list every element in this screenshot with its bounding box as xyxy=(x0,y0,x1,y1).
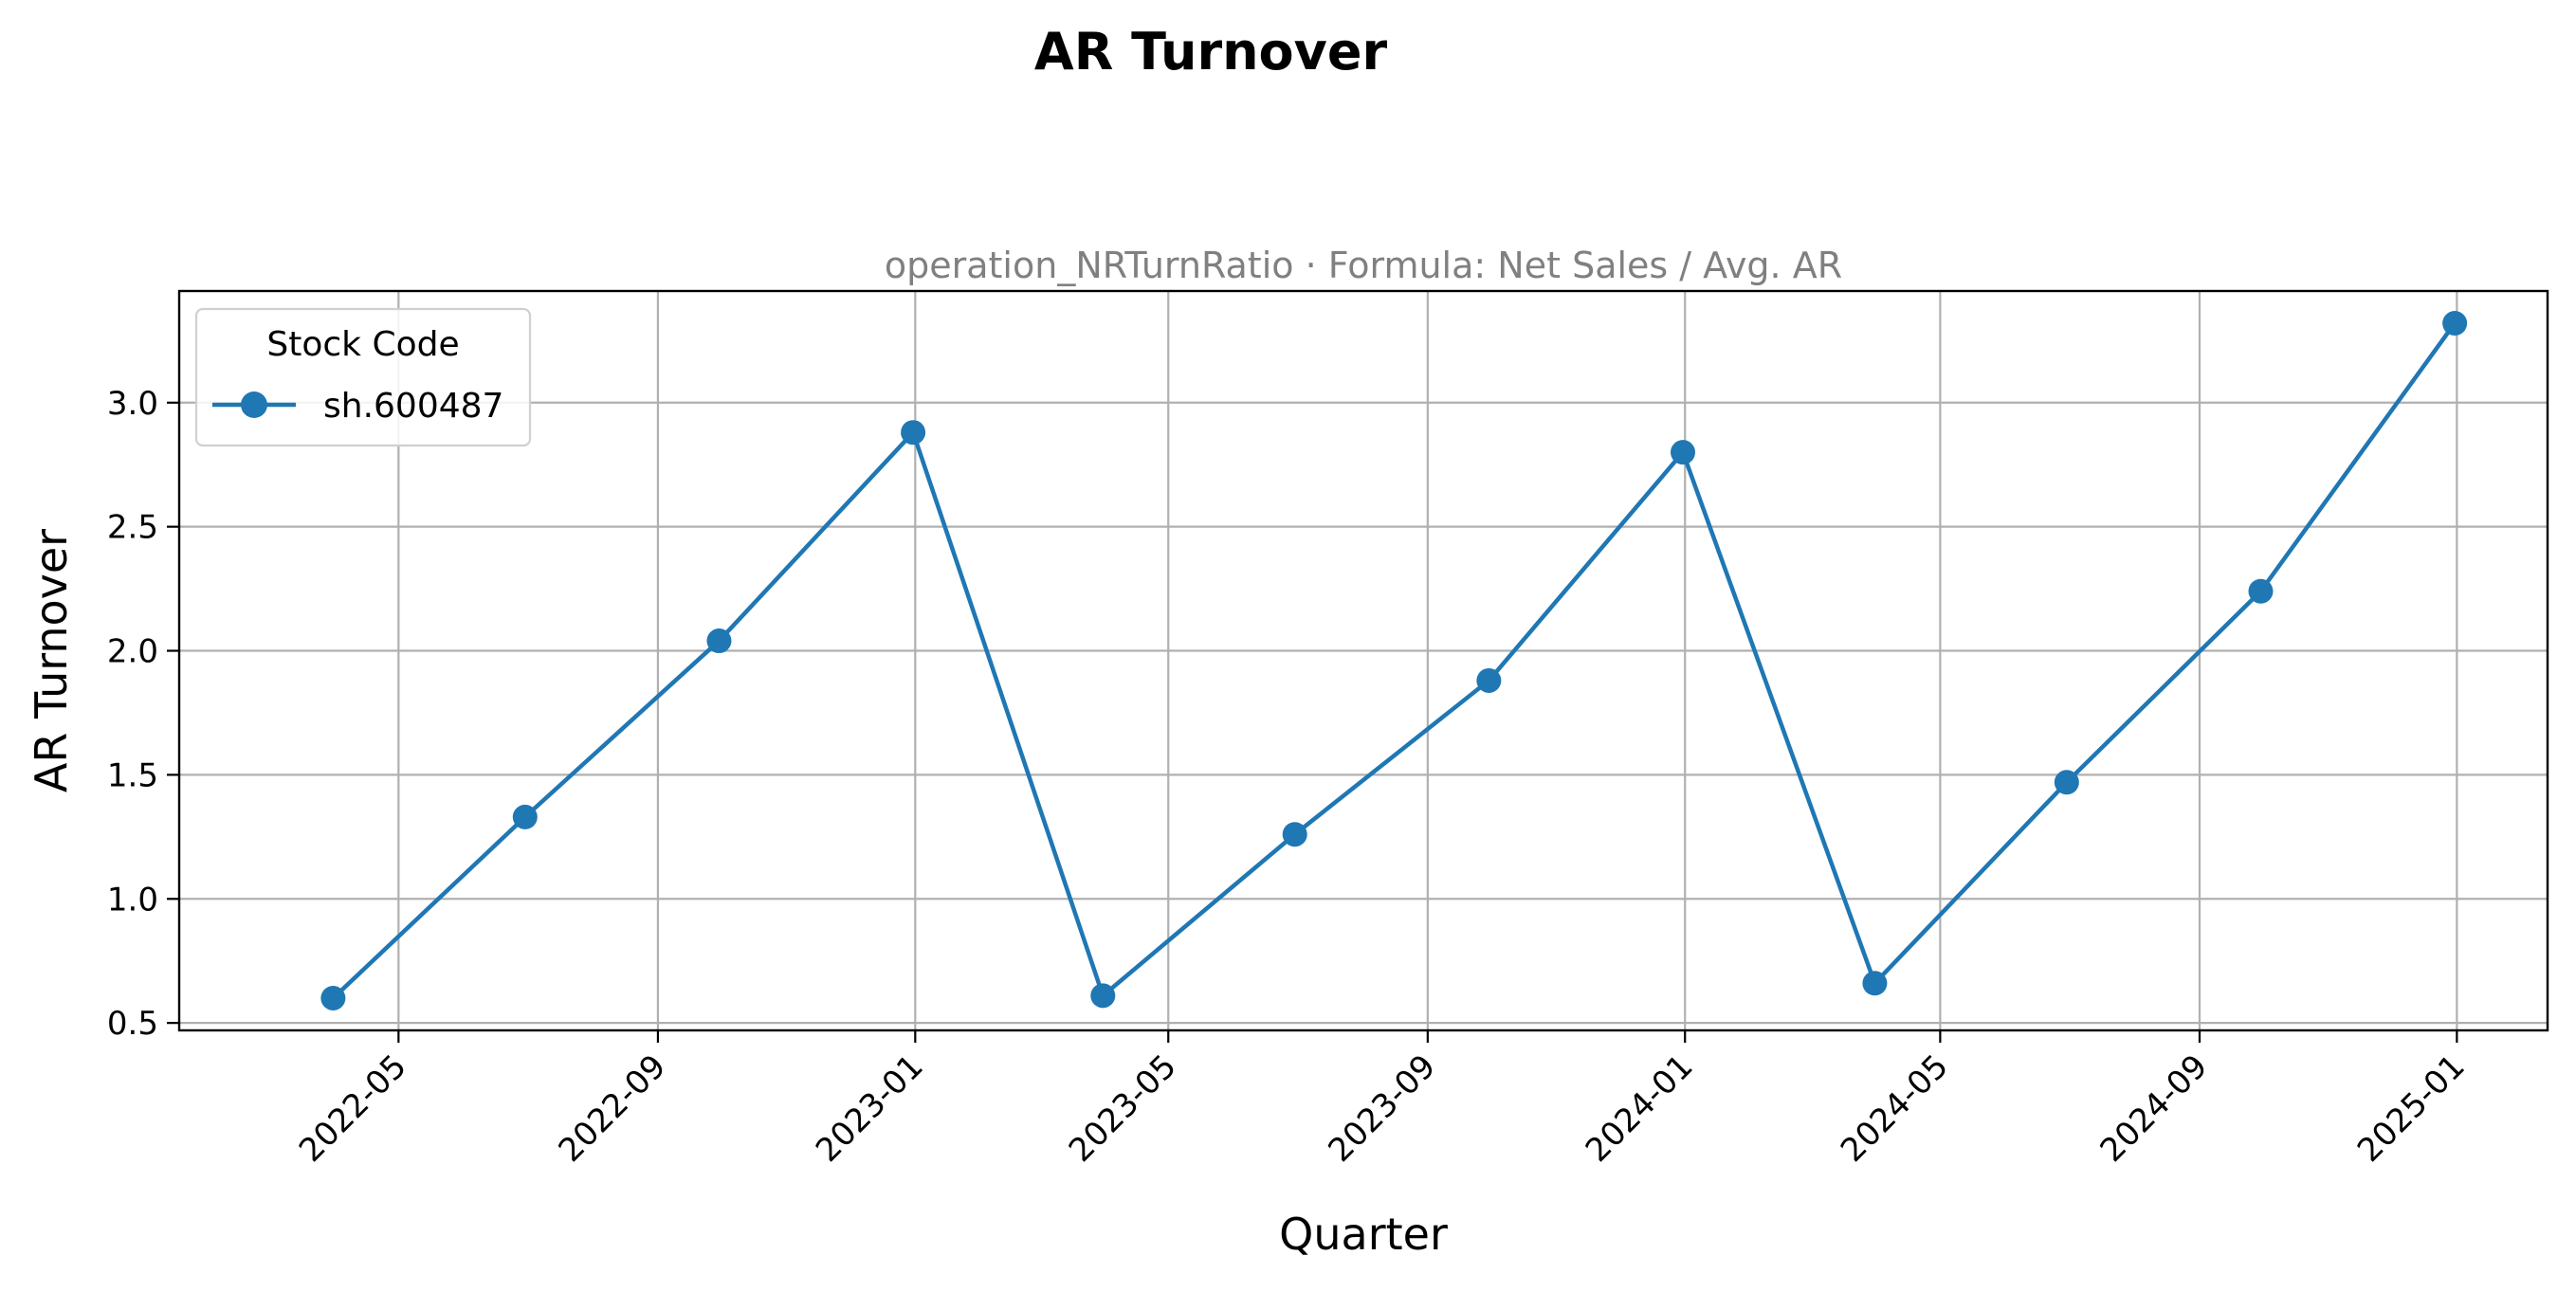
x-tick-label: 2024-01 xyxy=(1579,1047,1701,1170)
y-tick-label: 1.0 xyxy=(107,881,158,919)
y-tick-label: 2.5 xyxy=(107,509,158,547)
legend: Stock Code sh.600487 xyxy=(194,307,532,447)
data-point xyxy=(1090,983,1116,1009)
x-tick-label: 2023-09 xyxy=(1321,1047,1443,1170)
data-point xyxy=(901,420,926,446)
data-point xyxy=(1862,971,1888,996)
data-point xyxy=(2442,311,2468,337)
legend-title: Stock Code xyxy=(266,325,459,364)
x-tick-label: 2025-01 xyxy=(2350,1047,2473,1170)
data-point xyxy=(1282,822,1307,847)
y-axis: 0.5 1.0 1.5 2.0 2.5 3.0 xyxy=(107,385,179,1043)
x-tick-label: 2024-05 xyxy=(1834,1047,1956,1170)
data-point xyxy=(2248,578,2274,604)
x-tick-label: 2022-09 xyxy=(552,1047,674,1170)
x-tick-label: 2023-01 xyxy=(809,1047,931,1170)
legend-label: sh.600487 xyxy=(323,387,503,426)
data-point xyxy=(512,804,538,829)
y-tick-label: 1.5 xyxy=(107,756,158,794)
y-tick-label: 2.0 xyxy=(107,633,158,671)
series-layer xyxy=(320,311,2468,1010)
legend-marker xyxy=(241,391,267,418)
legend-box xyxy=(194,307,532,447)
x-tick-label: 2024-09 xyxy=(2093,1047,2216,1170)
y-tick-label: 3.0 xyxy=(107,385,158,423)
series-line xyxy=(331,321,2457,1000)
x-tick-label: 2022-05 xyxy=(292,1047,414,1170)
x-axis: 2022-05 2022-09 2023-01 2023-05 2023-09 2024-… xyxy=(292,1030,2473,1170)
data-point xyxy=(1476,667,1502,693)
y-axis-title: AR Turnover xyxy=(26,529,77,792)
data-point xyxy=(706,628,732,654)
data-point xyxy=(1670,440,1695,465)
plot-frame xyxy=(177,289,2549,1032)
data-point xyxy=(320,985,346,1010)
chart-title: AR Turnover xyxy=(1034,22,1388,82)
y-tick-label: 0.5 xyxy=(107,1005,158,1043)
data-point xyxy=(2054,770,2079,795)
x-axis-title: Quarter xyxy=(1279,1209,1448,1260)
x-tick-label: 2023-05 xyxy=(1062,1047,1184,1170)
chart-subtitle: operation_NRTurnRatio · Formula: Net Sal… xyxy=(885,245,1842,286)
